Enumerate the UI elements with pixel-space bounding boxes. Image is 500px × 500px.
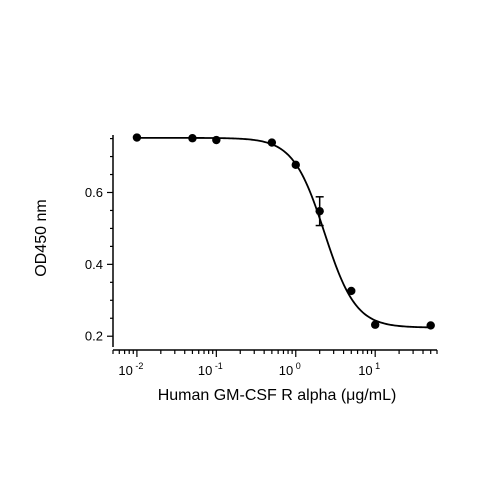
data-points-layer [132,133,435,330]
data-point [212,135,221,145]
data-point [370,320,380,329]
y-axis-label: OD450 nm [33,199,50,276]
data-point [347,286,356,296]
y-tick-label: 0.6 [85,185,103,200]
data-point [426,321,435,330]
data-point [267,138,277,147]
x-tick-label: 10 -1 [198,361,223,378]
x-tick-label: 10 0 [279,361,301,378]
data-point [188,134,197,143]
data-point [315,206,324,216]
y-tick-label: 0.4 [85,257,103,272]
fit-curve-layer [136,136,431,329]
y-tick-label: 0.2 [85,329,103,344]
fit-curve-line [136,136,431,329]
x-tick-label: 10 1 [358,361,380,378]
data-point [291,160,300,170]
x-axis-label: Human GM-CSF R alpha (μg/mL) [158,387,397,404]
x-tick-label: 10 -2 [118,361,143,378]
data-point [132,133,142,142]
axes: 0.2 0.4 0.6 10 -2 10 -1 10 0 10 1 [85,135,438,378]
